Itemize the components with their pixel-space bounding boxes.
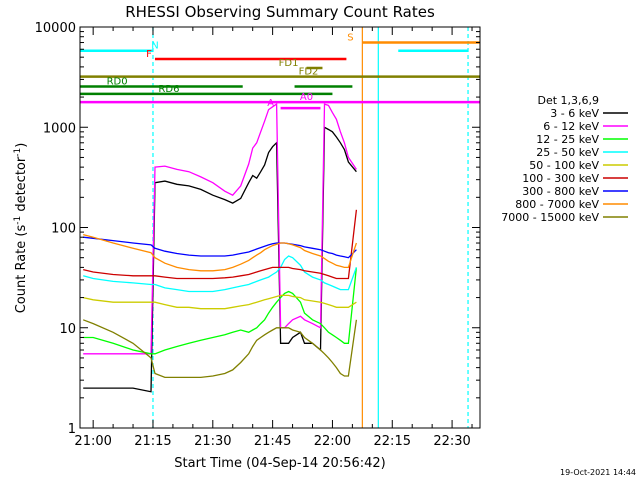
x-tick-label: 21:45 <box>254 434 291 449</box>
y-tick-label: 1 <box>68 422 76 437</box>
series-line <box>83 236 357 259</box>
y-tick-label: 1000 <box>43 121 76 136</box>
chart-title: RHESSI Observing Summary Count Rates <box>125 3 435 21</box>
legend-label: 3 - 6 keV <box>550 107 599 120</box>
y-axis-label-part: ) <box>14 143 29 148</box>
y-axis-ticks: 1 10 100 1000 10000 <box>35 21 480 437</box>
series-line <box>83 233 358 272</box>
flag-label: N <box>151 41 158 52</box>
legend-label: 7000 - 15000 keV <box>501 211 599 224</box>
flag-label: RD0 <box>107 76 128 87</box>
x-axis-ticks: 21:00 21:15 21:30 21:45 22:00 22:15 22:30 <box>74 27 473 449</box>
flag-label: FD1 <box>279 58 299 69</box>
legend-label: 100 - 300 keV <box>522 172 599 185</box>
y-tick-label: 10000 <box>35 21 76 36</box>
x-tick-label: 22:30 <box>433 434 470 449</box>
series-line <box>83 267 358 355</box>
flag-label: F <box>146 49 152 60</box>
x-tick-label: 22:15 <box>374 434 411 449</box>
flag-label: A0 <box>300 92 313 103</box>
timestamp: 19-Oct-2021 14:44 <box>560 468 636 477</box>
x-tick-label: 21:15 <box>134 434 171 449</box>
series-line <box>82 319 358 379</box>
series-lines <box>82 102 358 393</box>
series-line <box>83 294 357 310</box>
x-tick-label: 21:00 <box>74 434 111 449</box>
x-axis-label: Start Time (04-Sep-14 20:56:42) <box>174 456 385 471</box>
legend-label: 50 - 100 keV <box>529 159 599 172</box>
legend-label: 300 - 800 keV <box>522 185 599 198</box>
y-axis-label-part: detector <box>14 156 29 216</box>
y-axis-label-exponent: -1 <box>13 216 23 225</box>
flag-label: S <box>347 33 353 44</box>
series-line <box>83 102 357 355</box>
flag-label: FD2 <box>299 67 319 78</box>
x-tick-label: 22:00 <box>314 434 351 449</box>
flag-label: RD6 <box>158 84 179 95</box>
series-line <box>83 209 358 280</box>
legend-label: 12 - 25 keV <box>536 133 599 146</box>
legend-label: 800 - 7000 keV <box>515 198 599 211</box>
flag-label: A <box>267 98 274 109</box>
series-line <box>83 255 358 293</box>
series-line <box>83 126 357 393</box>
x-tick-label: 21:30 <box>194 434 231 449</box>
legend-label: 25 - 50 keV <box>536 146 599 159</box>
y-axis-label-part: Count Rate (s <box>14 225 29 314</box>
y-tick-label: 100 <box>51 222 76 237</box>
y-tick-label: 10 <box>59 322 76 337</box>
y-axis-label-exponent: -1 <box>13 148 23 157</box>
legend-title: Det 1,3,6,9 <box>537 94 599 107</box>
y-axis-label: Count Rate (s-1 detector-1) <box>13 143 29 314</box>
legend-label: 6 - 12 keV <box>543 120 599 133</box>
